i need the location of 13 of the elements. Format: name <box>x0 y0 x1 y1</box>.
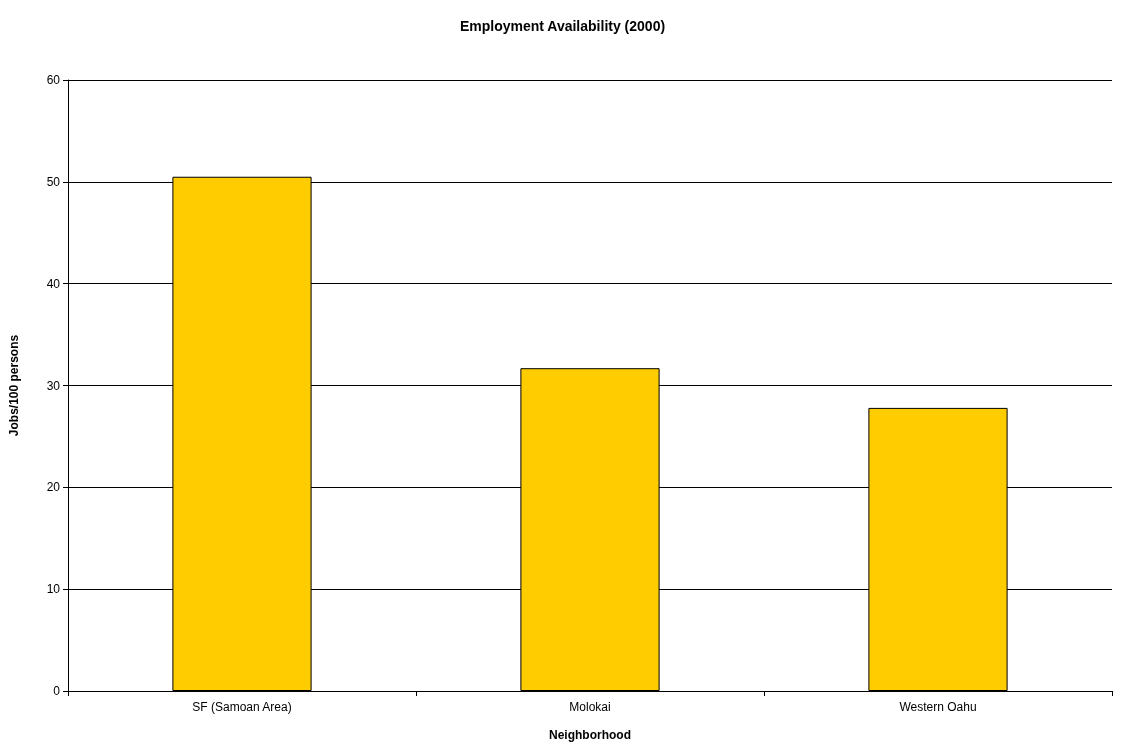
y-tick-label: 0 <box>53 684 61 698</box>
chart-title: Employment Availability (2000) <box>459 18 666 34</box>
y-axis-title: Jobs/100 persons <box>7 334 21 437</box>
x-tick-label: Molokai <box>569 700 611 714</box>
x-tick-label: SF (Samoan Area) <box>192 700 292 714</box>
y-tick-label: 20 <box>46 480 61 495</box>
y-tick-label: 60 <box>46 73 61 87</box>
y-tick-label: 30 <box>46 378 61 393</box>
x-tick-label: Western Oahu <box>899 700 977 714</box>
y-tick-label: 50 <box>46 174 61 189</box>
x-axis-title: Neighborhood <box>549 728 631 742</box>
y-tick-label: 10 <box>46 582 61 597</box>
y-tick-label: 40 <box>46 276 61 291</box>
